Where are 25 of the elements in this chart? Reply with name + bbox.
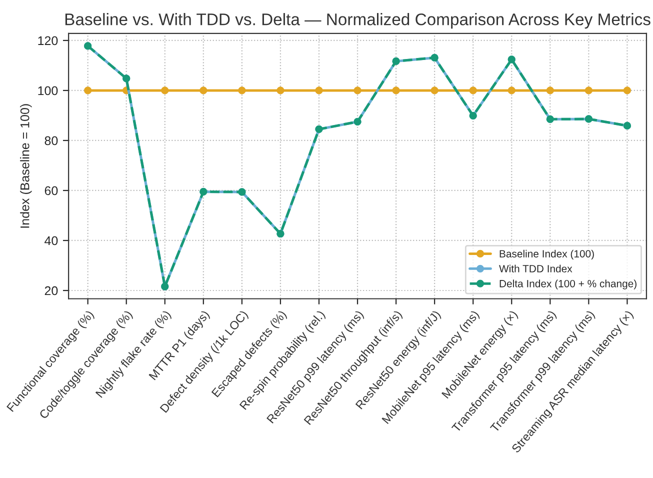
point xyxy=(430,86,438,94)
legend-label: Baseline Index (100) xyxy=(500,250,594,260)
point xyxy=(200,86,208,94)
point xyxy=(546,86,554,94)
y-tick-label: 80 xyxy=(44,136,58,146)
point xyxy=(623,86,632,94)
point xyxy=(238,86,246,94)
point xyxy=(84,86,92,94)
point xyxy=(508,86,516,94)
legend-label: With TDD Index xyxy=(499,264,572,272)
point xyxy=(315,86,323,94)
point xyxy=(276,86,284,94)
y-tick-label: 60 xyxy=(44,186,58,196)
y-tick-label: 20 xyxy=(44,286,58,296)
point xyxy=(392,86,400,94)
y-tick-label: 40 xyxy=(44,236,58,246)
point xyxy=(354,86,362,94)
chart-title: Baseline vs. With TDD vs. Delta — Normalized Comparison Across Key Metrics xyxy=(65,13,650,29)
y-axis-title: Index (Baseline = 100) xyxy=(20,104,32,228)
point xyxy=(469,86,477,94)
y-tick-label: 100 xyxy=(38,86,58,96)
legend-label: Delta Index (100 + % change) xyxy=(500,280,636,290)
point xyxy=(584,86,592,94)
y-tick-label: 120 xyxy=(38,36,58,46)
point xyxy=(161,86,169,94)
